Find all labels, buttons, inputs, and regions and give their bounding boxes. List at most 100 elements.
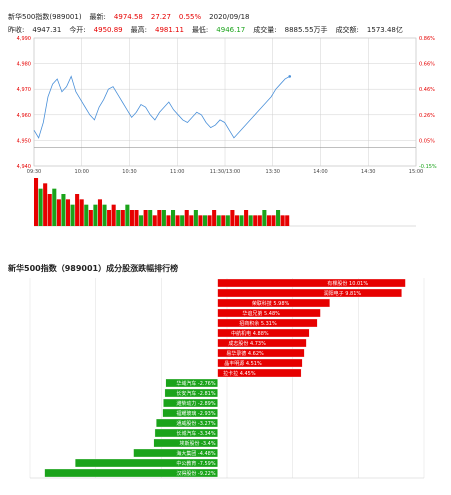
header2-item-4: 最高: <box>130 26 147 34</box>
header2-item-6: 最低: <box>191 26 209 34</box>
header2-item-11: 1573.48亿 <box>366 26 403 34</box>
header1-item-5: 2020/09/18 <box>209 13 250 21</box>
volume-bar <box>93 204 98 226</box>
y-tick-left: 4,970 <box>17 87 31 93</box>
header1-item-2: 4974.58 <box>113 13 143 21</box>
price-line <box>33 75 290 139</box>
x-tick: 09:30 <box>27 169 41 175</box>
rank-label: 有棵股份 10.01% <box>327 280 368 287</box>
volume-bar <box>253 215 258 226</box>
volume-bar <box>43 183 48 226</box>
last-price-dot <box>288 75 292 78</box>
rank-bar <box>75 458 218 468</box>
volume-bar <box>234 215 239 226</box>
volume-bar <box>152 215 157 226</box>
ranking-chart: 有棵股份 10.01% 润阳电子 9.81% 荣联科技 5.98% 华谊兄弟 5.48… <box>29 278 425 479</box>
header-line-1: 新华500指数(989001) 最新: 4974.58 27.27 0.55% 2020/… <box>8 12 258 22</box>
volume-bar <box>202 215 208 226</box>
rank-label: 易华录德 4.62% <box>226 350 264 357</box>
y-tick-right: -0.15% <box>419 164 437 170</box>
rank-label: 华谊兄弟 5.48% <box>242 310 280 317</box>
volume-bar <box>280 215 285 226</box>
y-tick-right: 0.66% <box>419 62 435 68</box>
rank-bar <box>217 328 310 338</box>
volume-bar <box>212 210 217 226</box>
volume-bar <box>257 215 262 226</box>
rank-label: 华域汽车 -2.76% <box>176 380 216 387</box>
rank-bar <box>217 308 321 318</box>
rank-label: 汉得股份 -9.22% <box>176 470 216 477</box>
x-tick: 14:30 <box>361 169 375 175</box>
volume-bar <box>79 199 84 226</box>
volume-bar <box>116 210 121 226</box>
x-tick: 11:00 <box>170 169 184 175</box>
volume-bar <box>189 215 194 226</box>
rank-bar <box>165 378 218 388</box>
volume-bar <box>143 210 148 226</box>
volume-bar <box>70 204 75 226</box>
volume-bar <box>120 210 125 226</box>
volume-bar <box>47 194 52 226</box>
rank-bar <box>163 398 218 408</box>
volume-bar <box>166 215 171 226</box>
y-tick-left: 4,950 <box>17 138 31 144</box>
x-tick: 10:00 <box>75 169 89 175</box>
rank-bar <box>217 338 307 348</box>
volume-bar <box>175 215 180 226</box>
rank-bar <box>217 368 302 378</box>
volume-bar <box>56 199 61 226</box>
rank-label: 拉卡拉 4.45% <box>223 370 256 377</box>
header2-item-10: 成交额: <box>335 26 359 34</box>
volume-bar <box>148 210 153 226</box>
volume-bar <box>107 210 112 226</box>
rank-bar <box>154 428 218 438</box>
volume-bar <box>38 188 43 226</box>
header2-item-7: 4946.17 <box>216 26 246 34</box>
rank-label: 中航机电 4.88% <box>231 330 269 337</box>
rank-label: 通威股份 -3.27% <box>176 420 216 427</box>
rank-label: 埃斯股份 -3.4% <box>180 440 216 447</box>
rank-bar <box>162 408 218 418</box>
rank-label: 成志股份 4.73% <box>228 340 266 347</box>
y-tick-left: 4,990 <box>17 36 31 42</box>
header1-item-3: 27.27 <box>150 13 171 21</box>
volume-bar <box>207 215 212 226</box>
x-tick: 11:30/13:00 <box>210 169 241 175</box>
header-line-2: 昨收: 4947.31 今开: 4950.89 最高: 4981.11 最低: 4946.17… <box>8 25 411 35</box>
rank-label: 润阳电子 9.81% <box>324 290 362 297</box>
volume-bar <box>125 204 130 226</box>
volume-bar <box>84 204 89 226</box>
header2-item-5: 4981.11 <box>154 26 184 34</box>
rank-bar <box>217 288 402 298</box>
volume-bar <box>248 215 253 226</box>
rank-label: 海大集团 -4.48% <box>176 450 216 457</box>
rank-label: 潍柴动力 -2.89% <box>176 400 216 407</box>
volume-bar <box>244 210 249 226</box>
rank-label: 长城汽车 -3.34% <box>176 430 216 437</box>
rank-bar <box>133 448 218 458</box>
volume-bar <box>184 210 189 226</box>
header1-item-0: 新华500指数(989001) <box>8 13 82 21</box>
rank-label: 招商积余 5.31% <box>239 320 277 327</box>
volume-bar <box>65 199 71 226</box>
volume-bar <box>134 210 139 226</box>
rank-bar <box>44 468 218 478</box>
rank-bar <box>217 358 303 368</box>
y-tick-right: 0.86% <box>419 36 435 42</box>
volume-bar <box>225 215 230 226</box>
volume-bar <box>180 215 185 226</box>
header1-item-4: 0.55% <box>178 13 202 21</box>
volume-bar <box>266 215 271 226</box>
y-tick-right: 0.26% <box>419 113 435 119</box>
header1-item-1: 最新: <box>89 13 106 21</box>
volume-bar <box>262 210 267 226</box>
rank-bar <box>153 438 218 448</box>
volume-bar <box>34 178 39 226</box>
header2-item-8: 成交量: <box>253 26 277 34</box>
volume-bar <box>61 194 66 226</box>
header2-item-2: 今开: <box>69 26 86 34</box>
volume-bar <box>239 215 244 226</box>
y-tick-left: 4,960 <box>17 113 31 119</box>
header2-item-1: 4947.31 <box>32 26 62 34</box>
volume-bar <box>285 215 290 226</box>
